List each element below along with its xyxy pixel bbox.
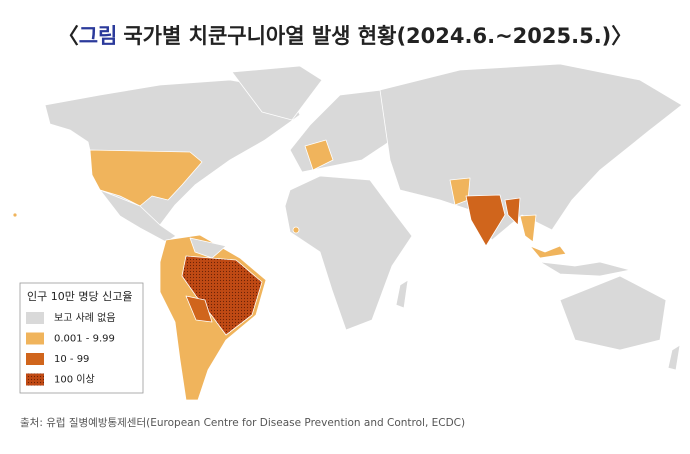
title-open: 〈 xyxy=(58,24,79,48)
bolivia xyxy=(185,295,213,323)
legend-swatch xyxy=(26,353,44,365)
australia xyxy=(559,275,667,351)
island xyxy=(292,226,300,234)
bangladesh xyxy=(504,197,521,226)
source: 출처: 유럽 질병예방통제센터(European Centre for Dise… xyxy=(20,416,465,429)
legend-label: 100 이상 xyxy=(54,374,95,386)
asia xyxy=(379,63,683,241)
malaysia xyxy=(529,245,567,259)
india xyxy=(465,194,506,247)
usa xyxy=(89,149,203,207)
legend-label: 보고 사례 없음 xyxy=(54,311,116,324)
legend-swatch xyxy=(26,373,44,386)
legend-label: 10 - 99 xyxy=(54,354,89,365)
france xyxy=(304,139,334,171)
legend-title: 인구 10만 명당 신고율 xyxy=(27,290,132,303)
legend-swatch xyxy=(26,312,44,324)
legend-swatch xyxy=(26,332,44,345)
thailand xyxy=(519,214,537,243)
title-label: 그림 xyxy=(79,24,118,48)
title: 〈그림 국가별 치쿤구니아열 발생 현황(2024.6.~2025.5.)〉 xyxy=(58,24,633,48)
world-map xyxy=(12,63,683,401)
title-text: 국가별 치쿤구니아열 발생 현황(2024.6.~2025.5.) xyxy=(123,24,611,48)
greenland xyxy=(231,65,323,121)
brazil xyxy=(181,255,263,336)
madagascar xyxy=(395,279,409,309)
island xyxy=(12,212,18,218)
africa xyxy=(284,175,413,331)
new-zealand xyxy=(667,344,681,371)
title-close: 〉 xyxy=(611,24,632,48)
legend: 인구 10만 명당 신고율 보고 사례 없음 0.001 - 9.99 10 - 9… xyxy=(19,282,144,394)
indonesia xyxy=(539,261,631,277)
legend-label: 0.001 - 9.99 xyxy=(54,334,115,345)
